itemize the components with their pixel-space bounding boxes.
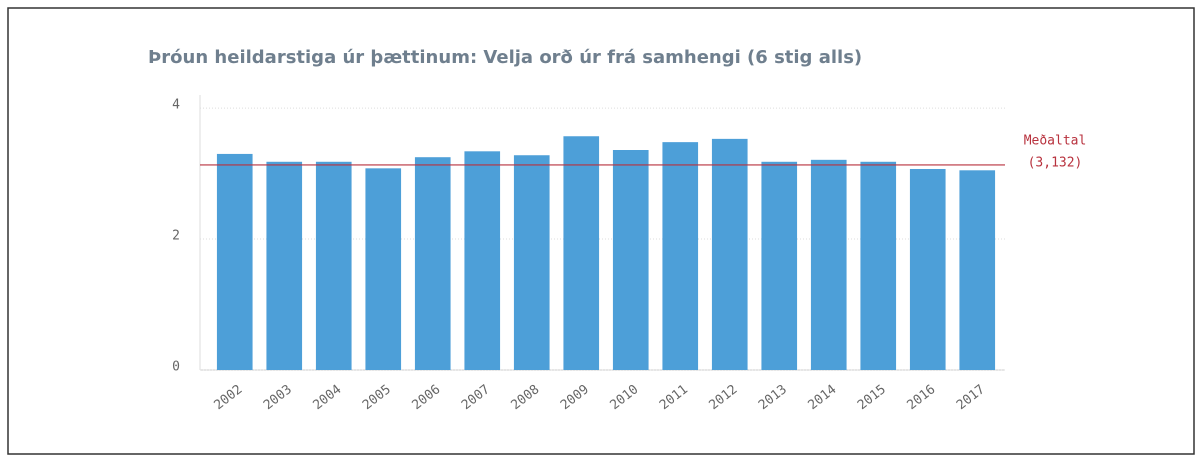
x-tick-label: 2011 (657, 382, 691, 413)
bar (315, 161, 352, 370)
x-tick-label: 2016 (904, 382, 938, 413)
bar (810, 159, 847, 370)
x-tick-label: 2002 (211, 382, 245, 413)
bar (662, 142, 699, 370)
y-tick-label: 4 (172, 98, 180, 113)
reference-label: Meðaltal (1024, 134, 1087, 149)
bar (464, 151, 501, 370)
bar (860, 161, 897, 370)
x-tick-label: 2009 (558, 382, 592, 413)
x-tick-label: 2012 (706, 382, 740, 413)
x-tick-label: 2007 (459, 382, 493, 413)
reference-value-label: (3,132) (1028, 156, 1083, 171)
frame (7, 7, 1195, 455)
x-tick-label: 2010 (607, 382, 641, 413)
x-tick-label: 2006 (409, 382, 443, 413)
bar (612, 150, 649, 370)
bar (513, 155, 550, 370)
x-tick-label: 2004 (310, 382, 344, 413)
bar (266, 161, 303, 370)
bar (711, 138, 748, 370)
x-tick-label: 2008 (508, 382, 542, 413)
x-tick-label: 2014 (805, 382, 839, 413)
x-tick-label: 2005 (360, 382, 394, 413)
y-tick-label: 2 (172, 229, 180, 244)
x-tick-label: 2017 (954, 382, 988, 413)
y-tick-label: 0 (172, 360, 180, 375)
bar (414, 157, 451, 370)
bar (563, 136, 600, 370)
bar (216, 153, 253, 370)
x-tick-label: 2013 (756, 382, 790, 413)
chart-title: Þróun heildarstiga úr þættinum: Velja or… (148, 47, 862, 68)
x-tick-label: 2015 (855, 382, 889, 413)
bar (959, 170, 996, 370)
bar (365, 168, 402, 370)
bar (761, 161, 798, 370)
bar (909, 168, 946, 370)
x-tick-label: 2003 (261, 382, 295, 413)
